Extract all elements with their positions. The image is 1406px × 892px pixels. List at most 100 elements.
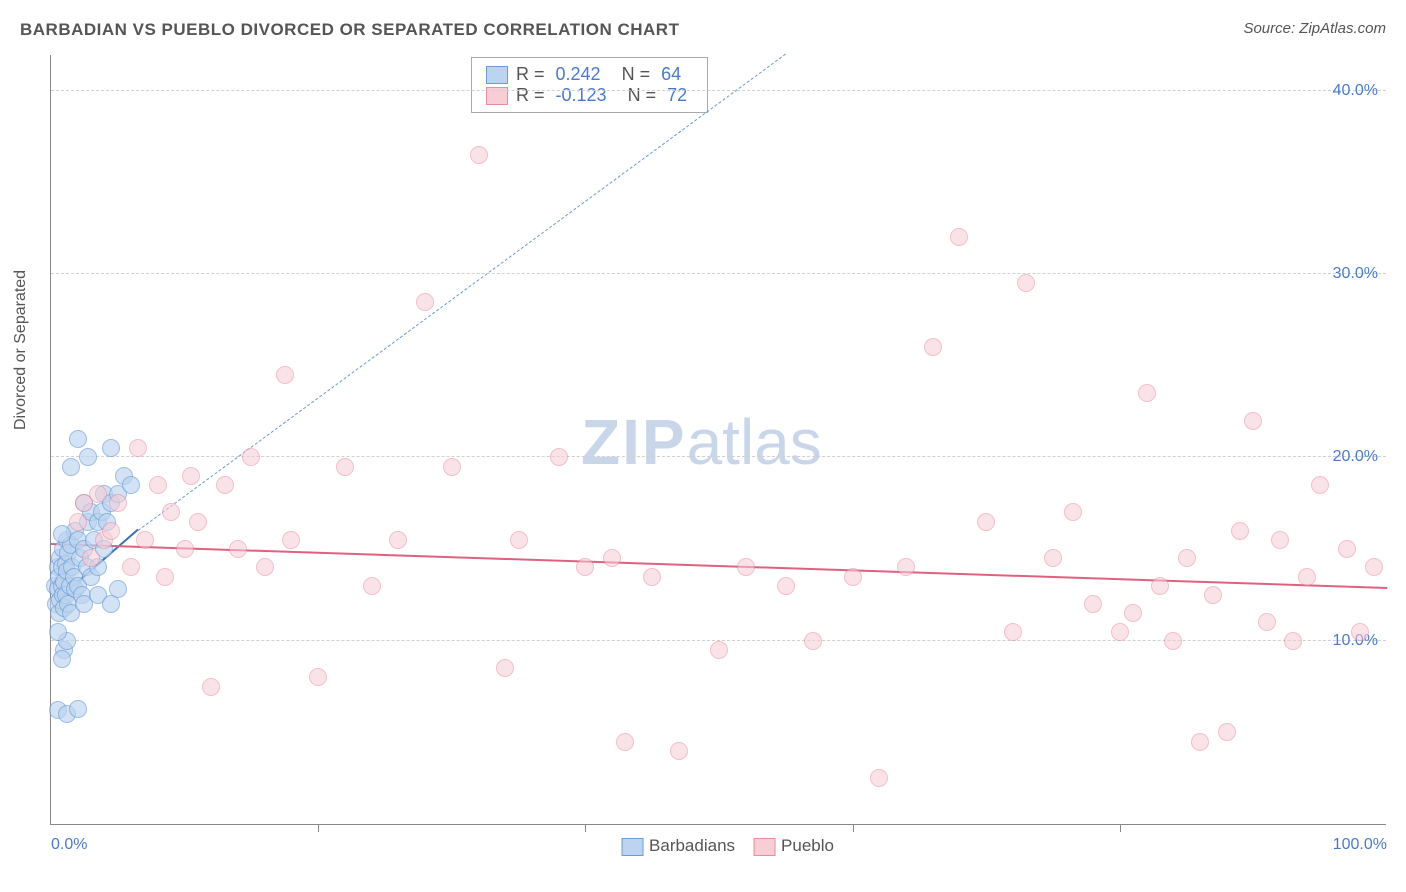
- data-point: [82, 549, 100, 567]
- data-point: [510, 531, 528, 549]
- data-point: [256, 558, 274, 576]
- data-point: [804, 632, 822, 650]
- data-point: [156, 568, 174, 586]
- correlation-stats-box: R = 0.242 N = 64R = -0.123 N = 72: [471, 57, 708, 113]
- data-point: [122, 476, 140, 494]
- data-point: [1044, 549, 1062, 567]
- data-point: [1191, 733, 1209, 751]
- data-point: [1244, 412, 1262, 430]
- legend-swatch: [486, 66, 508, 84]
- data-point: [189, 513, 207, 531]
- x-tick: [585, 824, 586, 832]
- data-point: [202, 678, 220, 696]
- data-point: [710, 641, 728, 659]
- watermark: ZIPatlas: [581, 405, 822, 479]
- data-point: [576, 558, 594, 576]
- gridline: [51, 273, 1386, 274]
- data-point: [1004, 623, 1022, 641]
- data-point: [69, 430, 87, 448]
- data-point: [844, 568, 862, 586]
- data-point: [1284, 632, 1302, 650]
- data-point: [1064, 503, 1082, 521]
- stats-row: R = 0.242 N = 64: [486, 64, 693, 85]
- data-point: [149, 476, 167, 494]
- data-point: [69, 700, 87, 718]
- data-point: [496, 659, 514, 677]
- data-point: [129, 439, 147, 457]
- data-point: [49, 623, 67, 641]
- y-tick-label: 40.0%: [1323, 82, 1378, 100]
- data-point: [443, 458, 461, 476]
- data-point: [1138, 384, 1156, 402]
- data-point: [777, 577, 795, 595]
- data-point: [216, 476, 234, 494]
- data-point: [363, 577, 381, 595]
- data-point: [102, 439, 120, 457]
- data-point: [1204, 586, 1222, 604]
- data-point: [89, 485, 107, 503]
- data-point: [53, 650, 71, 668]
- data-point: [416, 293, 434, 311]
- y-axis-label: Divorced or Separated: [12, 270, 30, 430]
- legend-label: Pueblo: [781, 836, 834, 855]
- data-point: [1365, 558, 1383, 576]
- data-point: [870, 769, 888, 787]
- data-point: [182, 467, 200, 485]
- y-tick-label: 20.0%: [1323, 448, 1378, 466]
- chart-header: BARBADIAN VS PUEBLO DIVORCED OR SEPARATE…: [20, 20, 1386, 50]
- y-tick-label: 10.0%: [1323, 632, 1378, 650]
- x-tick: [853, 824, 854, 832]
- data-point: [1271, 531, 1289, 549]
- data-point: [616, 733, 634, 751]
- x-tick: [318, 824, 319, 832]
- data-point: [229, 540, 247, 558]
- x-tick-label: 100.0%: [1333, 836, 1387, 854]
- data-point: [550, 448, 568, 466]
- data-point: [282, 531, 300, 549]
- data-point: [1017, 274, 1035, 292]
- data-point: [1338, 540, 1356, 558]
- data-point: [69, 513, 87, 531]
- data-point: [470, 146, 488, 164]
- data-point: [122, 558, 140, 576]
- data-point: [1111, 623, 1129, 641]
- x-tick: [1120, 824, 1121, 832]
- data-point: [1178, 549, 1196, 567]
- legend-swatch: [621, 838, 643, 856]
- trend-line-extrapolated: [138, 53, 787, 530]
- data-point: [309, 668, 327, 686]
- data-point: [62, 458, 80, 476]
- scatter-chart: ZIPatlas R = 0.242 N = 64R = -0.123 N = …: [50, 55, 1386, 825]
- data-point: [977, 513, 995, 531]
- data-point: [176, 540, 194, 558]
- data-point: [1298, 568, 1316, 586]
- data-point: [79, 448, 97, 466]
- data-point: [1124, 604, 1142, 622]
- data-point: [924, 338, 942, 356]
- legend: BarbadiansPueblo: [603, 836, 834, 856]
- data-point: [276, 366, 294, 384]
- data-point: [1151, 577, 1169, 595]
- data-point: [102, 522, 120, 540]
- data-point: [950, 228, 968, 246]
- data-point: [162, 503, 180, 521]
- data-point: [336, 458, 354, 476]
- source-attribution: Source: ZipAtlas.com: [1243, 20, 1386, 37]
- gridline: [51, 90, 1386, 91]
- data-point: [737, 558, 755, 576]
- chart-title: BARBADIAN VS PUEBLO DIVORCED OR SEPARATE…: [20, 20, 679, 39]
- legend-swatch: [753, 838, 775, 856]
- data-point: [389, 531, 407, 549]
- data-point: [242, 448, 260, 466]
- data-point: [897, 558, 915, 576]
- data-point: [1084, 595, 1102, 613]
- data-point: [1351, 623, 1369, 641]
- x-tick-label: 0.0%: [51, 836, 87, 854]
- stats-row: R = -0.123 N = 72: [486, 85, 693, 106]
- data-point: [1218, 723, 1236, 741]
- data-point: [1231, 522, 1249, 540]
- y-tick-label: 30.0%: [1323, 265, 1378, 283]
- data-point: [109, 494, 127, 512]
- data-point: [1164, 632, 1182, 650]
- data-point: [1311, 476, 1329, 494]
